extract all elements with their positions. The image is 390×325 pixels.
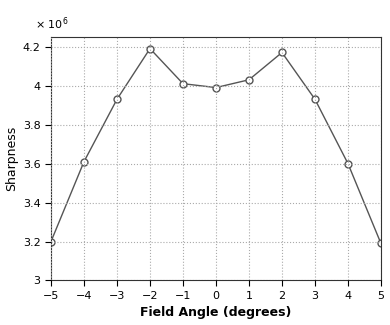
Y-axis label: Sharpness: Sharpness <box>5 126 19 191</box>
X-axis label: Field Angle (degrees): Field Angle (degrees) <box>140 306 292 319</box>
Text: $\times$ 10$^6$: $\times$ 10$^6$ <box>35 16 68 32</box>
